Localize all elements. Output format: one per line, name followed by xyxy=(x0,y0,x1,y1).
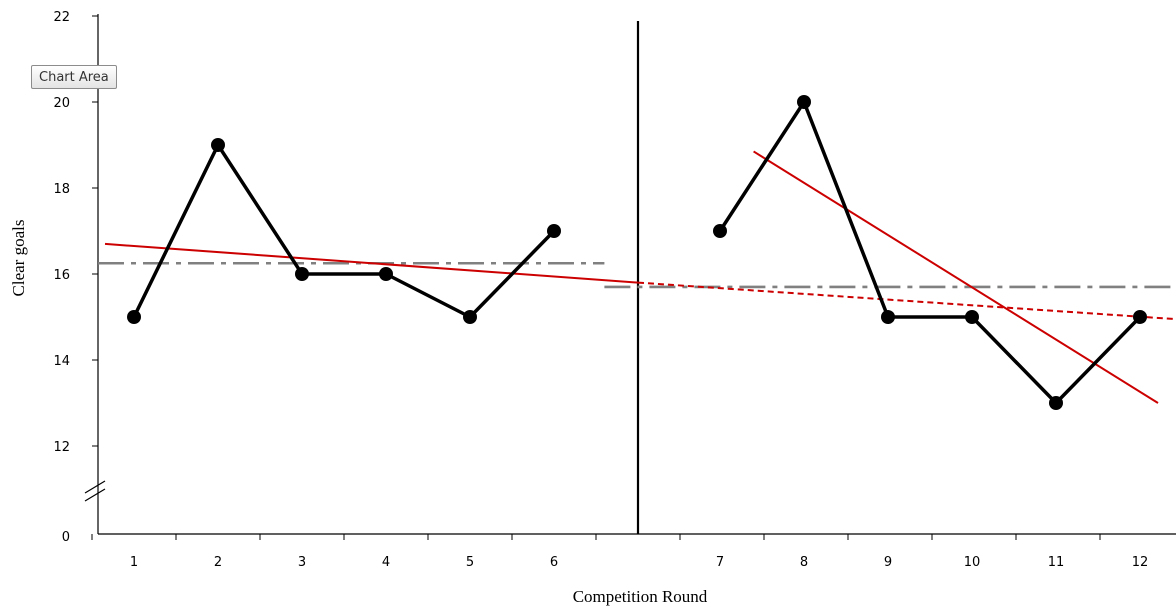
x-tick-label: 9 xyxy=(884,555,892,570)
x-tick-label: 8 xyxy=(800,555,808,570)
x-tick-label: 6 xyxy=(550,555,558,570)
data-point xyxy=(713,224,727,238)
data-point xyxy=(295,267,309,281)
x-tick-label: 1 xyxy=(130,555,138,570)
trend-line-dashed xyxy=(637,281,1176,321)
y-tick-label: 20 xyxy=(53,96,70,111)
data-point xyxy=(547,224,561,238)
x-tick-label: 7 xyxy=(716,555,724,570)
data-point xyxy=(1133,310,1147,324)
x-tick-label: 10 xyxy=(964,555,981,570)
axis-break-mark xyxy=(84,488,106,502)
x-axis-title: Competition Round xyxy=(573,587,708,606)
data-point xyxy=(127,310,141,324)
y-tick-label: 18 xyxy=(53,182,70,197)
series-line xyxy=(718,100,1142,405)
axis-break-mark xyxy=(84,480,106,494)
x-tick-label: 2 xyxy=(214,555,222,570)
y-tick-label: 0 xyxy=(62,530,70,545)
data-point xyxy=(797,95,811,109)
series-line xyxy=(132,143,556,319)
x-tick-labels: 1 2 3 4 5 6 7 8 9 10 11 12 xyxy=(130,555,1148,570)
x-tick-label: 11 xyxy=(1048,555,1065,570)
y-tick-labels: 0 12 14 16 18 20 22 xyxy=(53,10,70,545)
axes xyxy=(84,14,1176,540)
y-axis-title: Clear goals xyxy=(9,220,28,297)
y-tick-label: 16 xyxy=(53,268,70,283)
data-point xyxy=(379,267,393,281)
chart-area-tooltip: Chart Area xyxy=(31,65,117,89)
x-tick-label: 3 xyxy=(298,555,306,570)
x-tick-label: 5 xyxy=(466,555,474,570)
reference-lines xyxy=(98,21,1176,534)
y-tick-label: 22 xyxy=(53,10,70,25)
x-tick-label: 4 xyxy=(382,555,390,570)
data-point xyxy=(965,310,979,324)
trend-line xyxy=(104,242,639,284)
y-tick-label: 12 xyxy=(53,440,70,455)
data-point xyxy=(463,310,477,324)
data-point xyxy=(881,310,895,324)
data-point xyxy=(1049,396,1063,410)
data-point xyxy=(211,138,225,152)
x-tick-label: 12 xyxy=(1132,555,1149,570)
y-tick-label: 14 xyxy=(53,354,70,369)
trend-line xyxy=(753,150,1159,404)
series-layer xyxy=(127,95,1147,410)
